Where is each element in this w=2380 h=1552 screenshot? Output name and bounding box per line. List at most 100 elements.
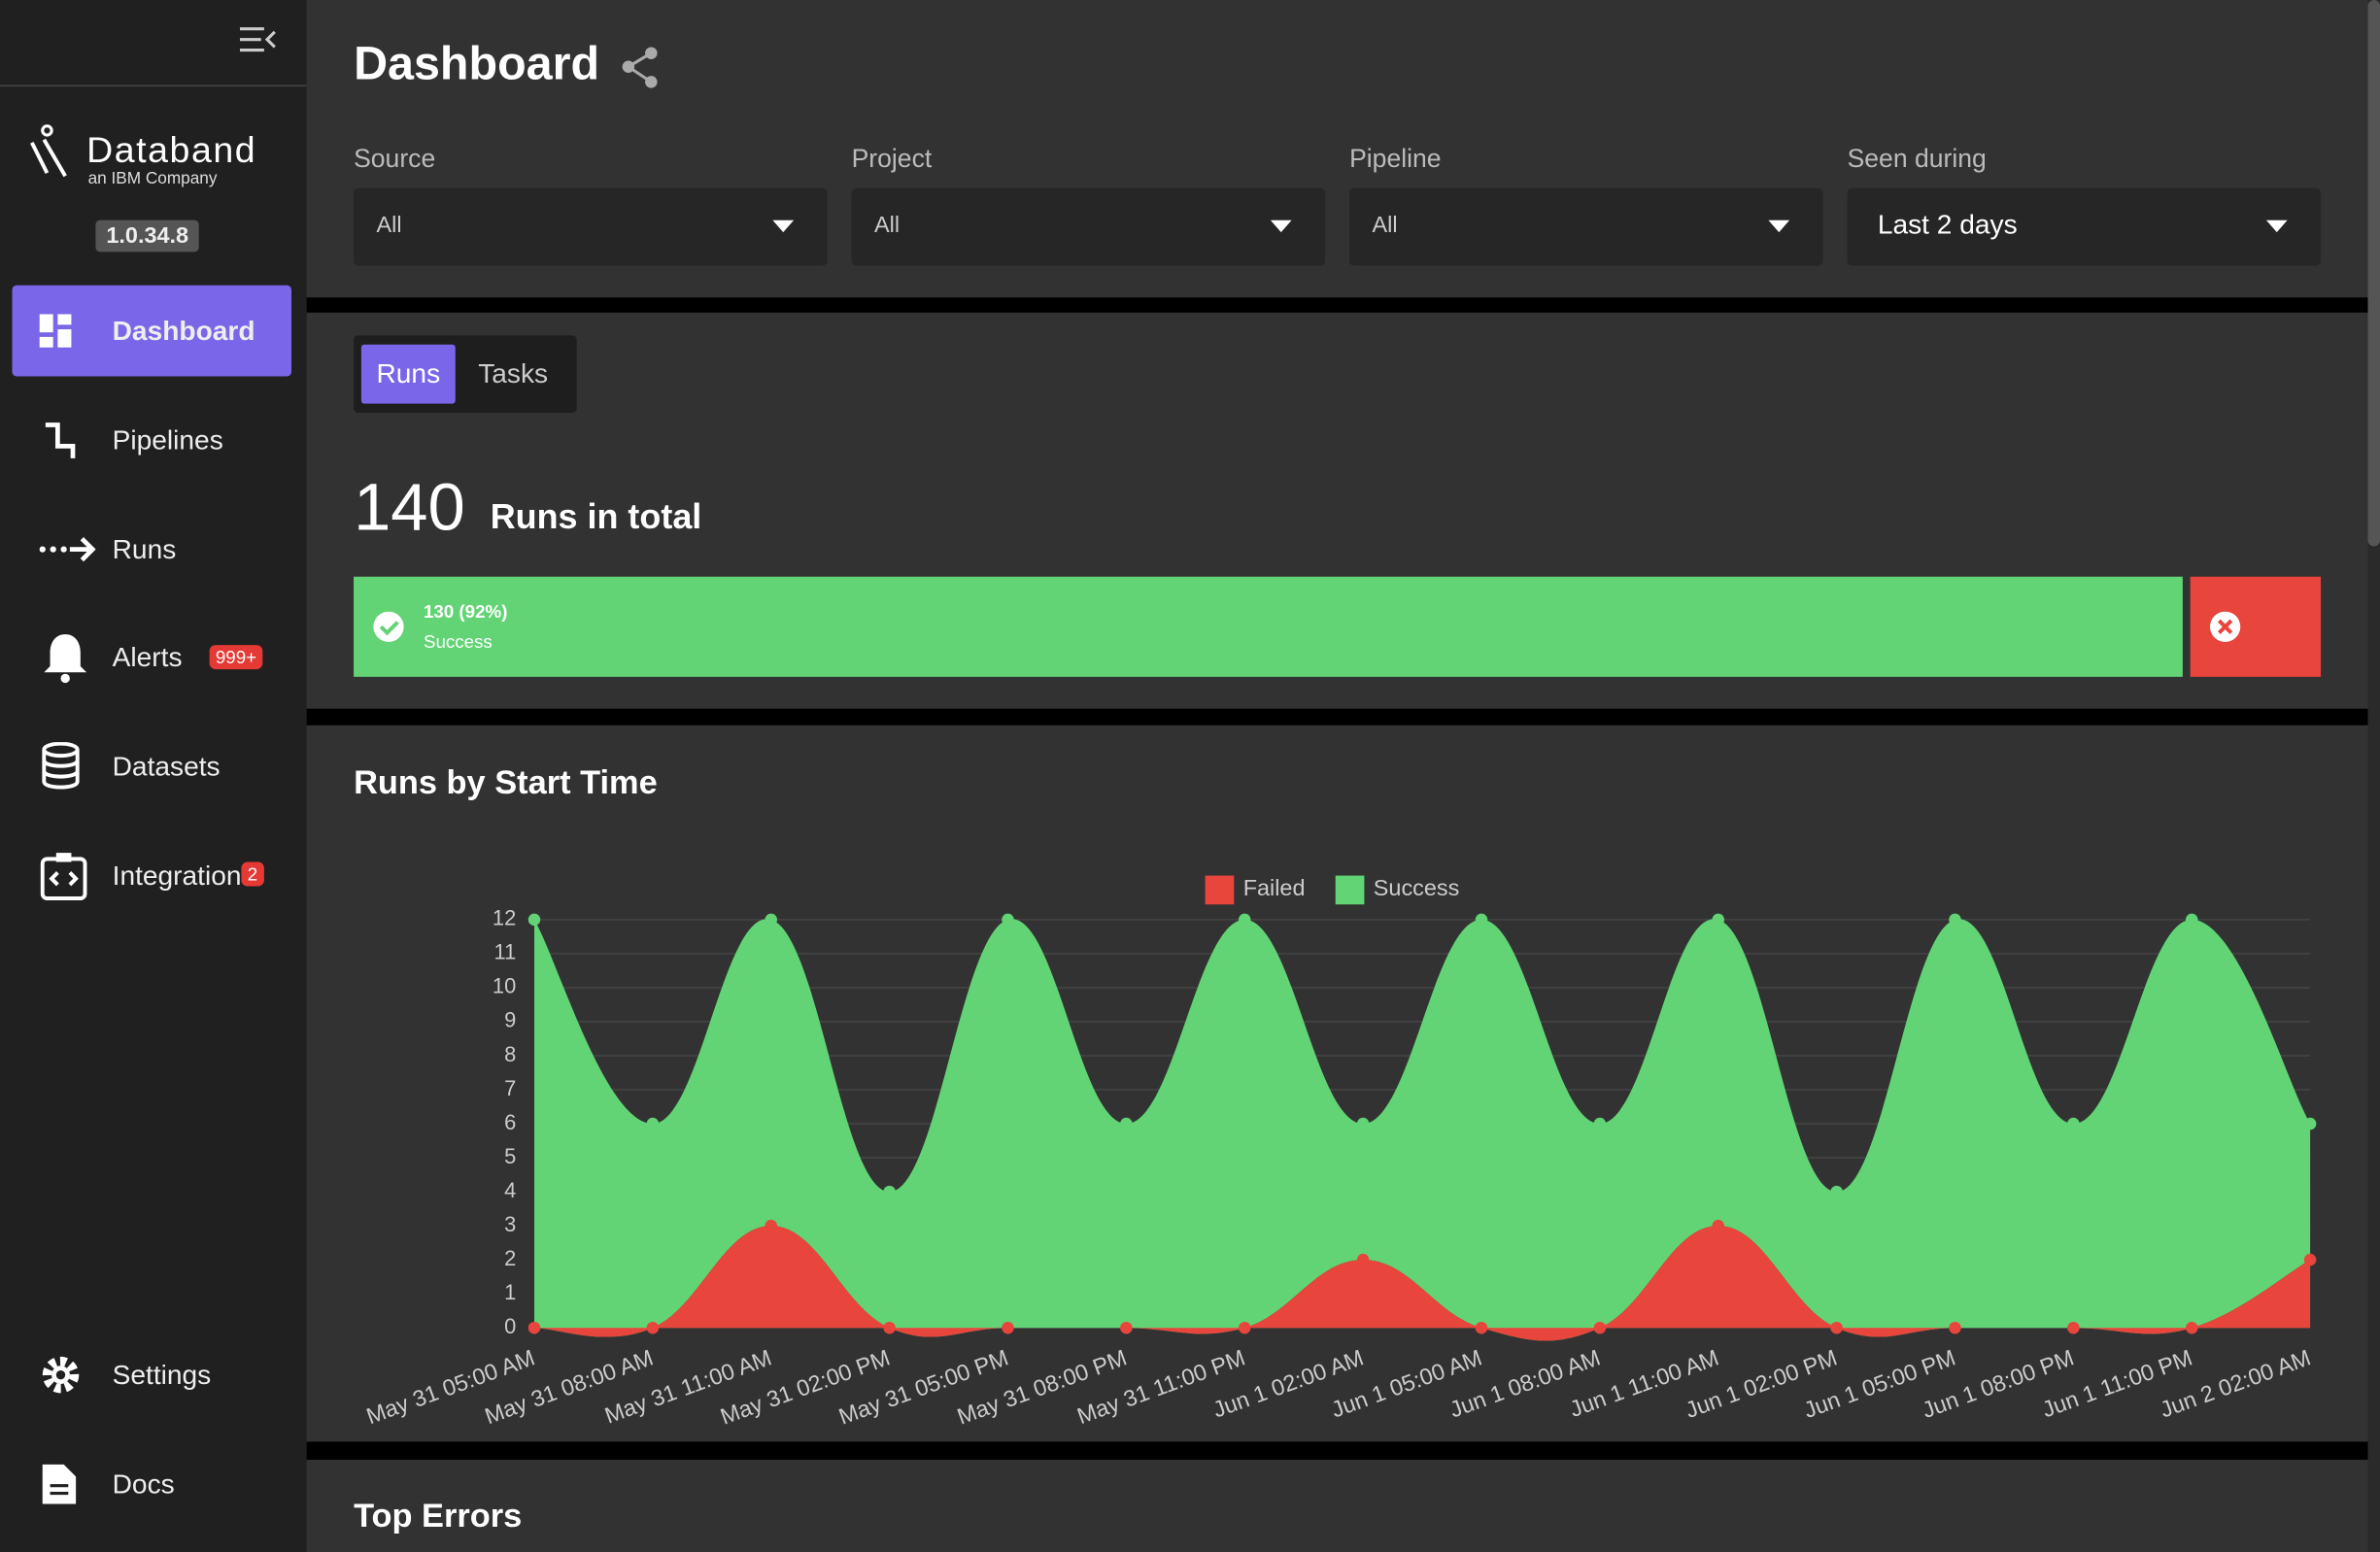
y-tick-label: 11 <box>494 940 517 964</box>
section-title: Top Errors <box>354 1496 523 1535</box>
y-tick-label: 4 <box>504 1178 516 1202</box>
nav-label: Dashboard <box>112 315 255 346</box>
divider <box>306 1441 2368 1461</box>
y-tick-label: 12 <box>493 906 516 930</box>
nav-label: Integration <box>112 860 242 891</box>
point <box>2067 1321 2080 1334</box>
dropdown-arrow <box>1768 219 1790 233</box>
nav-item[interactable]: Settings <box>13 1330 292 1421</box>
nav-label: Alerts <box>112 641 183 672</box>
point <box>1002 1321 1014 1334</box>
collapse-menu[interactable] <box>239 24 277 54</box>
y-tick-label: 7 <box>504 1076 516 1100</box>
nav-item[interactable]: Alerts 999+ <box>13 612 292 703</box>
nav-label: Settings <box>112 1359 212 1390</box>
filter-value: Last 2 days <box>1877 209 2018 240</box>
y-tick-label: 1 <box>504 1280 516 1304</box>
tab-active[interactable]: Runs <box>360 344 456 404</box>
divider <box>0 84 307 87</box>
y-tick-label: 0 <box>504 1314 516 1338</box>
point <box>2186 1321 2198 1334</box>
point <box>1830 1185 1843 1198</box>
filter-dropdown[interactable]: All <box>851 187 1326 266</box>
badge: 2 <box>241 861 264 887</box>
logo-icon <box>30 124 67 178</box>
dropdown-arrow <box>2265 219 2288 233</box>
point <box>765 913 777 927</box>
point <box>883 1185 896 1198</box>
area <box>534 1226 2311 1341</box>
point <box>646 1117 660 1130</box>
badge: 999+ <box>209 645 263 670</box>
filter-dropdown[interactable]: All <box>354 187 828 266</box>
success-bar[interactable]: 130 (92%) Success <box>354 576 2183 677</box>
sidebar: Databand an IBM Company 1.0.34.8 Dashboa… <box>0 0 307 1552</box>
filter-value: All <box>376 212 402 239</box>
nav-label: Runs <box>112 533 177 564</box>
filter-dropdown[interactable]: Last 2 days <box>1847 187 2322 266</box>
legend-label: Success <box>1374 875 1460 900</box>
divider <box>306 708 2368 725</box>
point <box>1475 913 1488 927</box>
y-tick-label: 9 <box>504 1008 516 1032</box>
total-runs: 140 <box>354 470 465 545</box>
chart-title: Runs by Start Time <box>354 762 658 801</box>
point <box>1475 1321 1488 1334</box>
point <box>2186 913 2198 927</box>
nav-item[interactable]: Dashboard <box>12 285 291 377</box>
point <box>1949 913 1961 927</box>
dropdown-arrow <box>772 219 795 233</box>
point <box>1712 913 1724 927</box>
scrollbar[interactable] <box>2367 0 2380 1552</box>
area <box>534 919 2311 1341</box>
failed-bar[interactable] <box>2190 576 2322 677</box>
page-title: Dashboard <box>354 36 600 90</box>
chart-section: Runs by Start Time 0 1 2 3 4 5 6 7 8 9 10 11 12 May 3… <box>306 725 2368 1442</box>
summary-section: Runs Tasks 140 Runs in total 130 (92%) S… <box>306 312 2368 709</box>
y-tick-label: 6 <box>504 1110 516 1134</box>
filter-dropdown[interactable]: All <box>1349 187 1823 266</box>
point <box>1239 1321 1251 1334</box>
point <box>1002 913 1014 927</box>
point <box>527 1321 541 1334</box>
nav-label: Pipelines <box>112 423 223 455</box>
point <box>1593 1321 1607 1334</box>
filter-value: All <box>1372 212 1398 239</box>
filter-label: Pipeline <box>1349 144 1442 174</box>
point <box>2303 1117 2317 1130</box>
point <box>1356 1117 1370 1130</box>
point <box>883 1321 896 1334</box>
y-tick-label: 10 <box>493 974 516 998</box>
point <box>2067 1117 2080 1130</box>
point <box>1356 1253 1370 1266</box>
point <box>646 1321 660 1334</box>
point <box>1830 1321 1843 1334</box>
point <box>2303 1253 2317 1266</box>
y-tick-label: 3 <box>504 1212 516 1236</box>
filter-label: Seen during <box>1847 144 1987 174</box>
nav-item[interactable]: Datasets <box>13 721 292 812</box>
filter-label: Project <box>851 144 933 174</box>
point <box>1712 1219 1724 1232</box>
errors-section: Top Errors <box>306 1460 2368 1552</box>
nav-item[interactable]: Runs <box>13 504 292 595</box>
nav-label: Datasets <box>112 750 221 781</box>
legend-swatch <box>1335 875 1365 905</box>
success-label: Success <box>423 631 493 653</box>
point <box>1120 1321 1133 1334</box>
divider <box>306 297 2368 313</box>
nav-item[interactable]: Pipelines <box>13 394 292 486</box>
nav-item[interactable]: Docs <box>13 1438 292 1530</box>
tab[interactable]: Tasks <box>478 357 549 388</box>
share-button[interactable] <box>621 46 663 91</box>
filter-value: All <box>874 212 901 239</box>
nav-item[interactable]: Integration 2 <box>13 830 292 922</box>
point <box>1593 1117 1607 1130</box>
tagline: an IBM Company <box>87 170 218 188</box>
brand: Databand <box>86 130 257 172</box>
version: 1.0.34.8 <box>95 219 200 253</box>
point <box>1120 1117 1133 1130</box>
y-tick-label: 8 <box>504 1042 516 1066</box>
